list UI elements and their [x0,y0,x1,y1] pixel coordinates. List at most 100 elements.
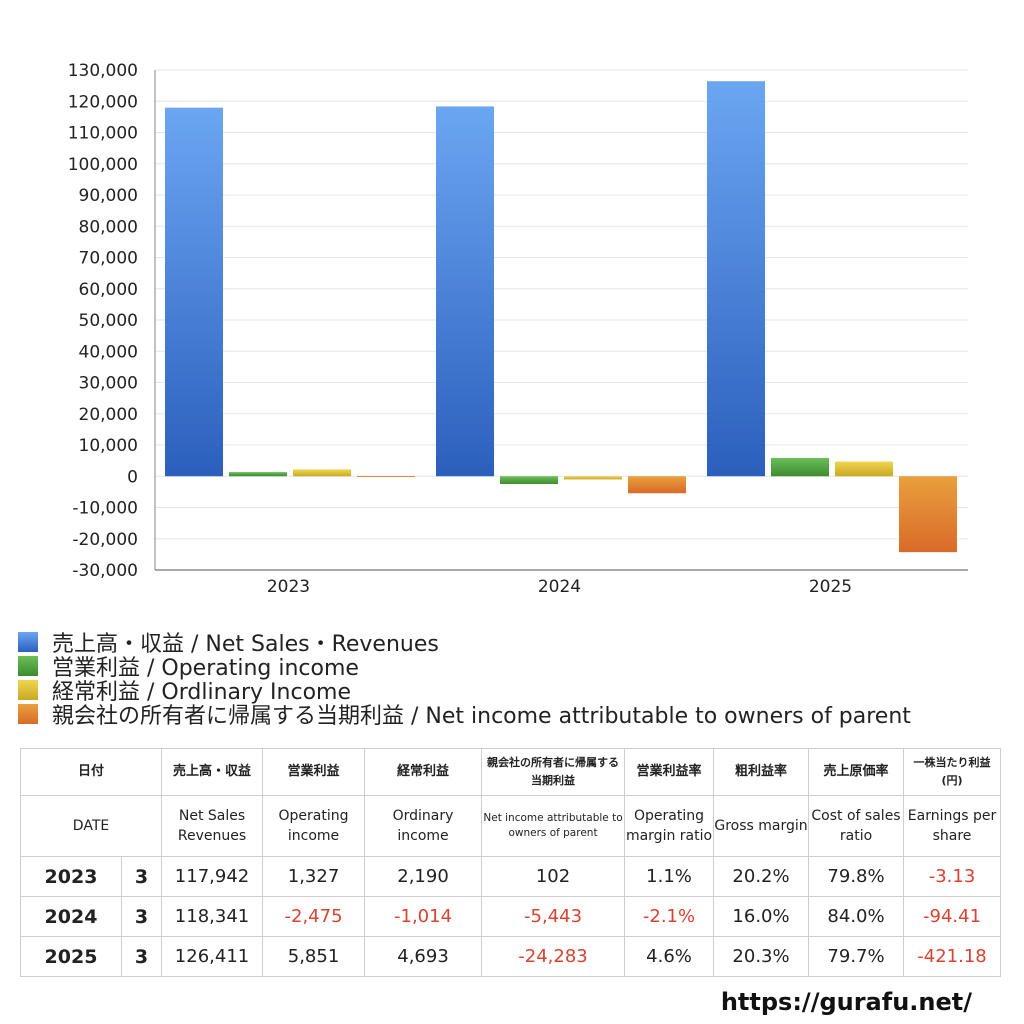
y-tick-label: 120,000 [68,92,138,112]
cell-net-sales: 117,942 [161,856,264,897]
header-net-sales-en: Net Sales Revenues [161,795,264,857]
cell-net-income: 102 [481,856,626,897]
y-tick-label: -10,000 [72,499,138,519]
cell-cost-ratio: 84.0% [808,896,905,937]
bar [293,469,351,477]
table-header-ja: 日付 売上高・収益 営業利益 経常利益 親会社の所有者に帰属する当期利益 営業利… [19,748,1002,796]
header-operating-margin-en: Operating margin ratio [624,795,715,857]
cell-operating-margin: 4.6% [624,936,715,977]
header-net-income-ja: 親会社の所有者に帰属する当期利益 [481,748,626,796]
cell-eps: -3.13 [903,856,1002,897]
legend-label-ordinary-income: 経常利益 / Ordlinary Income [52,680,351,705]
bar [771,457,829,477]
y-tick-label: 110,000 [68,124,138,144]
x-axis-tick-labels: 2023 2024 2025 [267,577,852,597]
header-cost-ratio-ja: 売上原価率 [808,748,905,796]
cell-eps: -421.18 [903,936,1002,977]
y-tick-label: 100,000 [68,155,138,175]
header-cost-ratio-en: Cost of sales ratio [808,795,905,857]
header-eps-ja: 一株当たり利益 (円) [903,748,1002,796]
bar [500,476,558,484]
legend-item-net-sales: 売上高・収益 / Net Sales・Revenues [18,630,911,657]
site-url: https://gurafu.net/ [720,988,972,1016]
legend-label-operating-income: 営業利益 / Operating income [52,656,359,681]
bar [564,476,622,480]
legend-swatch-operating-income [18,656,38,676]
cell-ordinary-income: 4,693 [364,936,483,977]
cell-ordinary-income: -1,014 [364,896,483,937]
y-tick-label: 130,000 [68,61,138,81]
bar [357,475,415,477]
legend: 売上高・収益 / Net Sales・Revenues 営業利益 / Opera… [18,630,911,729]
bars [165,81,957,553]
grid-lines [154,69,968,571]
header-eps-en: Earnings per share [903,795,1002,857]
cell-gross-margin: 20.2% [713,856,810,897]
legend-label-net-sales: 売上高・収益 / Net Sales・Revenues [52,632,439,657]
y-tick-label: 0 [127,467,138,487]
header-net-income-en: Net income attributable to owners of par… [481,795,626,857]
bar [628,476,686,494]
y-tick-label: -30,000 [72,561,138,581]
legend-swatch-net-sales [18,632,38,652]
y-axis-tick-labels: 130,000 120,000 110,000 100,000 90,000 80,000… [68,61,138,581]
y-tick-label: 10,000 [79,436,138,456]
cell-net-sales: 118,341 [161,896,264,937]
bar [707,81,765,477]
y-tick-label: 60,000 [79,280,138,300]
bar [899,476,957,553]
header-gross-margin-ja: 粗利益率 [713,748,810,796]
legend-swatch-ordinary-income [18,680,38,700]
bar-chart: 130,000 120,000 110,000 100,000 90,000 80,000… [68,61,968,597]
bar [835,461,893,477]
table-row: 2023 3 117,942 1,327 2,190 102 1.1% 20.2… [20,856,1002,897]
cell-operating-income: 5,851 [262,936,366,977]
legend-swatch-net-income [18,704,38,724]
cell-month: 3 [120,936,163,977]
cell-year: 2023 [20,856,122,897]
header-operating-income-ja: 営業利益 [262,748,366,796]
header-date-ja: 日付 [19,748,163,796]
cell-month: 3 [120,896,163,937]
legend-item-ordinary-income: 経常利益 / Ordlinary Income [18,678,911,705]
bar [436,106,494,477]
cell-month: 3 [120,856,163,897]
y-tick-label: 30,000 [79,374,138,394]
cell-year: 2024 [20,896,122,937]
header-operating-margin-ja: 営業利益率 [624,748,715,796]
y-tick-label: 50,000 [79,311,138,331]
header-ordinary-income-ja: 経常利益 [364,748,483,796]
cell-gross-margin: 20.3% [713,936,810,977]
x-tick-label: 2025 [809,577,852,597]
y-tick-label: 40,000 [79,342,138,362]
header-net-sales-ja: 売上高・収益 [161,748,264,796]
legend-label-net-income: 親会社の所有者に帰属する当期利益 / Net income attributab… [52,704,911,729]
cell-gross-margin: 16.0% [713,896,810,937]
bar [165,107,223,477]
cell-operating-margin: -2.1% [624,896,715,937]
y-tick-label: 90,000 [79,186,138,206]
table-header-en: DATE Net Sales Revenues Operating income… [19,795,1002,857]
legend-item-operating-income: 営業利益 / Operating income [18,654,911,681]
header-date-en: DATE [19,795,163,857]
cell-cost-ratio: 79.7% [808,936,905,977]
table-row: 2025 3 126,411 5,851 4,693 -24,283 4.6% … [20,936,1002,977]
cell-net-sales: 126,411 [161,936,264,977]
legend-item-net-income: 親会社の所有者に帰属する当期利益 / Net income attributab… [18,702,911,729]
cell-net-income: -24,283 [481,936,626,977]
y-tick-label: -20,000 [72,530,138,550]
header-ordinary-income-en: Ordinary income [364,795,483,857]
cell-operating-income: 1,327 [262,856,366,897]
x-tick-label: 2024 [538,577,581,597]
financial-table: 日付 売上高・収益 営業利益 経常利益 親会社の所有者に帰属する当期利益 営業利… [19,748,1002,977]
y-tick-label: 20,000 [79,405,138,425]
cell-operating-income: -2,475 [262,896,366,937]
cell-year: 2025 [20,936,122,977]
bar [229,472,287,477]
header-gross-margin-en: Gross margin [713,795,810,857]
header-operating-income-en: Operating income [262,795,366,857]
y-tick-label: 80,000 [79,217,138,237]
cell-cost-ratio: 79.8% [808,856,905,897]
table-row: 2024 3 118,341 -2,475 -1,014 -5,443 -2.1… [20,896,1002,937]
cell-net-income: -5,443 [481,896,626,937]
